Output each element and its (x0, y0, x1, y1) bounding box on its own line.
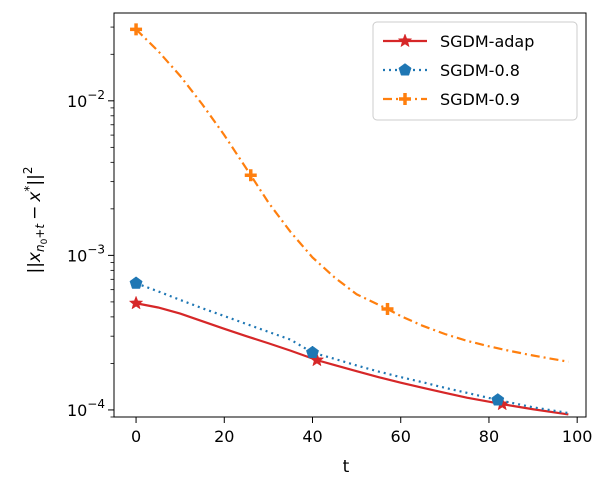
axes-layer (113, 12, 587, 418)
legend-box (372, 21, 578, 121)
series-3-marker-3 (381, 302, 394, 315)
y-label-xbar: x (25, 251, 45, 263)
legend-marker-2 (398, 63, 412, 76)
x-tick-label: 20 (214, 427, 234, 446)
legend-label-3: SGDM-0.9 (440, 90, 520, 109)
y-label-minus: − (25, 206, 45, 220)
axes-frame (113, 12, 587, 418)
x-tick-label: 60 (391, 427, 411, 446)
y-label-star: * (22, 186, 36, 192)
y-label-sq: 2 (21, 166, 35, 174)
series-2-marker-1 (129, 276, 143, 289)
y-ticks: 10−4 10−3 10−2 (67, 26, 114, 420)
y-label-sub-0: 0 (40, 238, 50, 244)
series-line-2 (135, 282, 569, 415)
series-3-marker-1 (130, 23, 143, 36)
y-axis-label: ||xn0+t−x*||2 (21, 166, 50, 273)
x-ticks: 0 20 40 60 80 100 (131, 417, 592, 446)
x-axis-label: t (343, 457, 350, 477)
y-tick-label: 10−3 (67, 242, 105, 265)
series-2-marker-2 (306, 345, 319, 359)
legend-label-2: SGDM-0.8 (440, 61, 520, 80)
legend-items: SGDM-adap SGDM-0.8 SGDM-0.9 (383, 32, 534, 109)
y-label-pre: || (25, 262, 45, 273)
x-tick-label: 80 (479, 427, 499, 446)
x-tick-label: 40 (302, 427, 322, 446)
series-3-marker-2 (244, 169, 257, 182)
series-1-marker-1 (128, 295, 144, 310)
y-tick-label: 10−2 (67, 88, 105, 111)
y-tick-label: 10−4 (67, 397, 105, 420)
y-label-post: || (25, 174, 45, 185)
y-label-sub-n: n (33, 244, 47, 252)
y-label-xstar: x (25, 191, 45, 203)
y-label-sub-t: +t (33, 223, 47, 239)
series-line-1 (135, 302, 569, 416)
legend-marker-1 (397, 33, 413, 48)
legend-marker-3 (399, 93, 411, 105)
x-tick-label: 100 (562, 427, 592, 446)
legend: SGDM-adap SGDM-0.8 SGDM-0.9 (372, 21, 578, 121)
x-tick-label: 0 (131, 427, 141, 446)
plot-layer (128, 23, 569, 416)
series-2-marker-3 (491, 393, 505, 406)
legend-label-1: SGDM-adap (440, 32, 534, 51)
